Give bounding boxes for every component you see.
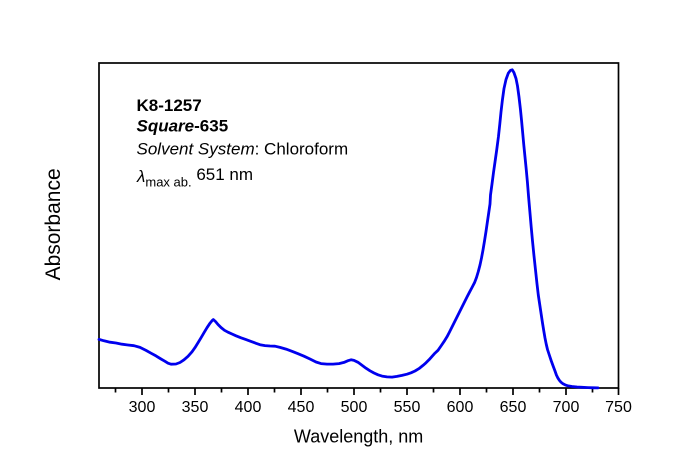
svg-text:λmax ab. 651 nm: λmax ab. 651 nm (136, 165, 253, 189)
svg-text:Wavelength, nm: Wavelength, nm (294, 427, 423, 447)
svg-text:Square-635: Square-635 (137, 117, 229, 136)
svg-text:350: 350 (182, 399, 209, 416)
svg-text:450: 450 (288, 399, 315, 416)
svg-text:Absorbance: Absorbance (42, 168, 65, 280)
svg-text:650: 650 (500, 399, 527, 416)
svg-text:750: 750 (605, 399, 632, 416)
svg-text:600: 600 (447, 399, 474, 416)
svg-text:300: 300 (129, 399, 156, 416)
svg-text:K8-1257: K8-1257 (137, 96, 202, 115)
svg-text:400: 400 (235, 399, 262, 416)
svg-text:700: 700 (553, 399, 580, 416)
svg-text:500: 500 (341, 399, 368, 416)
svg-text:550: 550 (394, 399, 421, 416)
svg-text:Solvent System: Chloroform: Solvent System: Chloroform (137, 139, 349, 158)
